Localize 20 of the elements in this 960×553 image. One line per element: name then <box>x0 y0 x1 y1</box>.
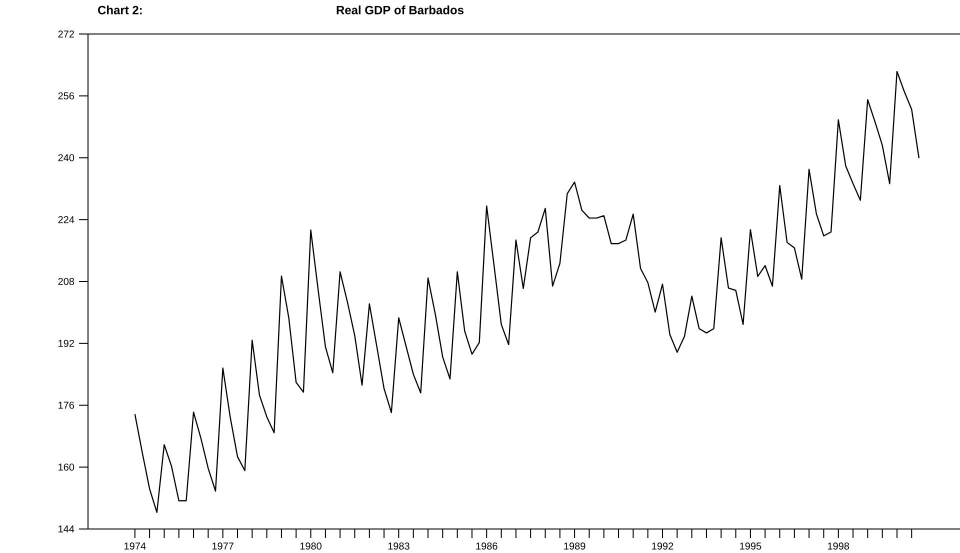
x-tick-label: 1998 <box>828 542 850 550</box>
y-tick-label: 208 <box>58 278 74 286</box>
x-tick-label: 1995 <box>740 542 762 550</box>
x-tick-label: 1977 <box>212 542 234 550</box>
x-tick-label: 1983 <box>388 542 410 550</box>
chart-title: Real GDP of Barbados <box>336 6 464 14</box>
y-tick-label: 224 <box>58 216 74 224</box>
x-tick-label: 1989 <box>564 542 586 550</box>
y-tick-label: 160 <box>58 464 74 471</box>
x-tick-label: 1986 <box>476 542 498 550</box>
y-tick-label: 192 <box>58 340 74 347</box>
y-tick-label: 240 <box>58 154 74 162</box>
y-tick-label: 144 <box>58 526 74 532</box>
x-tick-label: 1974 <box>124 542 146 550</box>
y-tick-label: 176 <box>58 402 74 409</box>
caption: Chart 2: <box>98 6 142 14</box>
y-tick-label: 272 <box>58 30 74 38</box>
y-tick-label: 256 <box>58 92 74 100</box>
x-tick-label: 1992 <box>652 542 674 550</box>
x-tick-label: 1980 <box>300 542 322 550</box>
